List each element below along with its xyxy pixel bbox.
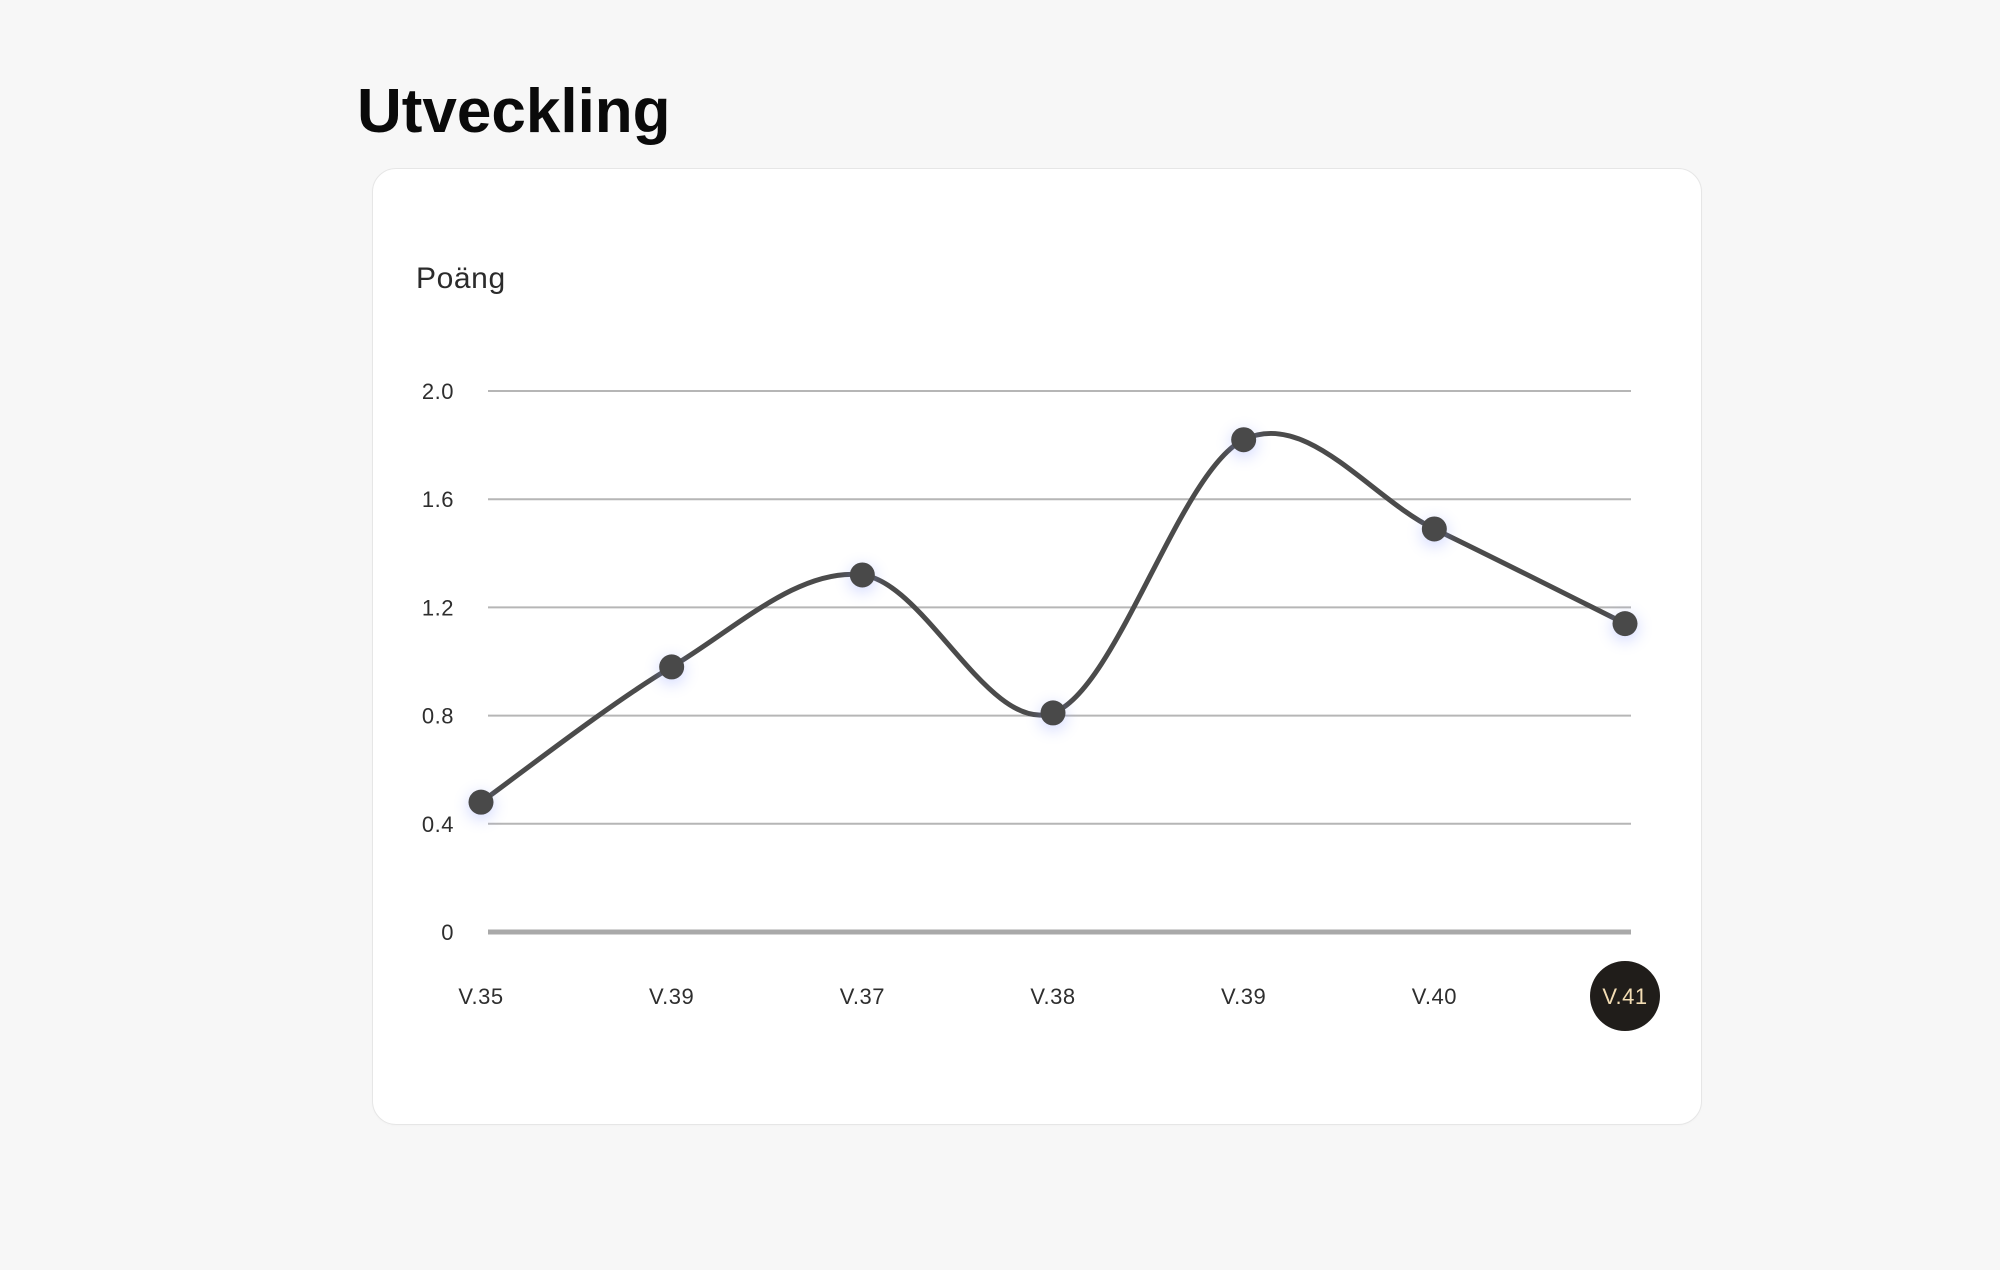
x-tick-label: V.38	[1030, 984, 1075, 1009]
data-point[interactable]	[1612, 611, 1638, 637]
data-point[interactable]	[1040, 700, 1066, 726]
x-tick-label: V.39	[649, 984, 694, 1009]
x-tick-label: V.37	[840, 984, 885, 1009]
x-tick-label: V.39	[1221, 984, 1266, 1009]
selected-week-label: V.41	[1602, 984, 1647, 1009]
data-point[interactable]	[1231, 427, 1257, 453]
y-axis-title: Poäng	[416, 262, 506, 295]
data-point[interactable]	[468, 789, 494, 815]
y-tick-label: 1.6	[422, 487, 454, 512]
y-tick-label: 0.8	[422, 704, 454, 729]
y-tick-label: 0.4	[422, 812, 454, 837]
data-point[interactable]	[659, 654, 685, 680]
series-line	[478, 430, 1628, 805]
x-tick-label: V.40	[1412, 984, 1457, 1009]
chart-card: Poäng 2.0 1.6 1.2 0.8 0.4 0 V.35 V.39 V.37 V.38 V.…	[372, 168, 1702, 1125]
data-point[interactable]	[849, 562, 875, 588]
y-tick-label: 0	[441, 920, 454, 945]
line-chart: 2.0 1.6 1.2 0.8 0.4 0 V.35 V.39 V.37 V.38 V.39 V.40…	[422, 379, 1660, 1031]
y-tick-label: 2.0	[422, 379, 454, 404]
selected-week-badge[interactable]	[1590, 961, 1660, 1031]
data-point[interactable]	[1421, 516, 1447, 542]
x-tick-label: V.35	[458, 984, 503, 1009]
page-title: Utveckling	[357, 77, 671, 146]
y-tick-label: 1.2	[422, 595, 454, 620]
